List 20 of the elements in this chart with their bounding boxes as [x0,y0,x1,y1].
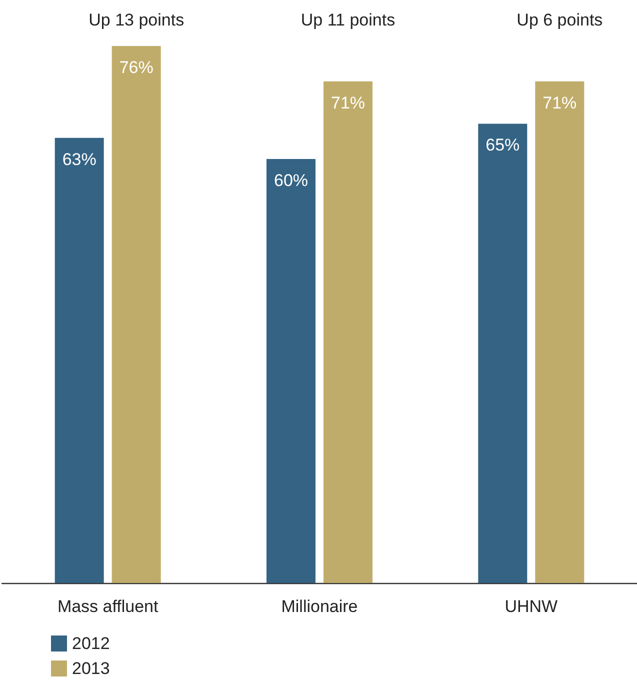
text: Up 11 points [300,10,396,30]
data-label: 65% [486,136,520,155]
bar [266,159,316,583]
legend-label: 2012 [72,634,110,653]
bar [324,81,372,583]
data-label: 71% [330,93,366,112]
data-label: 71% [542,93,577,112]
x-tick-label: UHNW [504,597,558,616]
bar [478,124,528,583]
x-tick-label: Millionaire [281,597,358,616]
x-tick-label: Mass affluent [57,597,159,616]
data-label: 60% [274,171,308,190]
data-label: 76% [119,58,154,77]
bar [112,46,161,583]
text: Up 13 points [88,10,184,30]
text: Up 6 points [516,10,603,30]
data-label: 63% [62,150,96,169]
legend-label: 2013 [72,659,110,678]
bar [54,138,104,583]
bar [535,81,584,583]
